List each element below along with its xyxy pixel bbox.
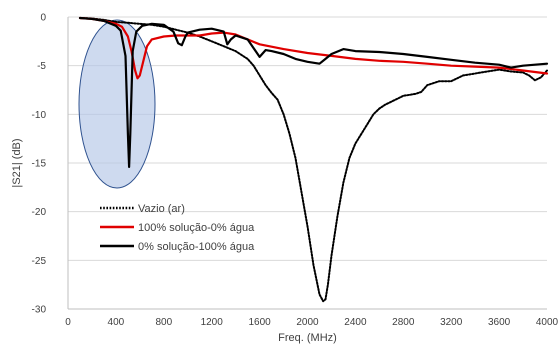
axes <box>67 17 547 310</box>
x-tick-label: 2800 <box>392 317 415 328</box>
y-axis-title: |S21| (dB) <box>11 138 23 187</box>
series-line-1 <box>78 16 549 80</box>
x-tick-label: 0 <box>65 317 71 328</box>
series-layer <box>78 16 549 303</box>
x-tick-label: 2000 <box>296 317 319 328</box>
x-tick-label: 3200 <box>440 317 463 328</box>
y-tick-label: -15 <box>32 159 47 170</box>
x-axis-title: Freq. (MHz) <box>278 332 337 344</box>
x-tick-label: 1200 <box>201 317 224 328</box>
x-tick-label: 4000 <box>536 317 558 328</box>
legend: Vazio (ar) 100% solução-0% água 0% solução… <box>100 203 255 253</box>
legend-label: 0% solução-100% água <box>138 241 255 253</box>
y-tick-label: -10 <box>32 110 47 121</box>
x-tick-label: 3600 <box>488 317 511 328</box>
y-tick-label: -20 <box>32 207 47 218</box>
y-tick-label: -30 <box>32 305 47 316</box>
legend-label: 100% solução-0% água <box>138 222 255 234</box>
y-tick-label: 0 <box>40 13 46 24</box>
x-tick-label: 1600 <box>248 317 271 328</box>
legend-label: Vazio (ar) <box>138 203 185 215</box>
x-tick-label: 2400 <box>344 317 367 328</box>
series-line-2 <box>78 16 549 168</box>
x-tick-label: 800 <box>155 317 172 328</box>
highlight-ellipse <box>78 19 156 189</box>
y-tick-label: -5 <box>37 61 46 72</box>
tick-labels: 0 -5 -10 -15 -20 -25 -30 0 400 800 1200 1600 2000 240… <box>32 13 558 329</box>
annotation-layer <box>78 19 156 189</box>
x-tick-label: 400 <box>108 317 125 328</box>
y-tick-label: -25 <box>32 256 47 267</box>
